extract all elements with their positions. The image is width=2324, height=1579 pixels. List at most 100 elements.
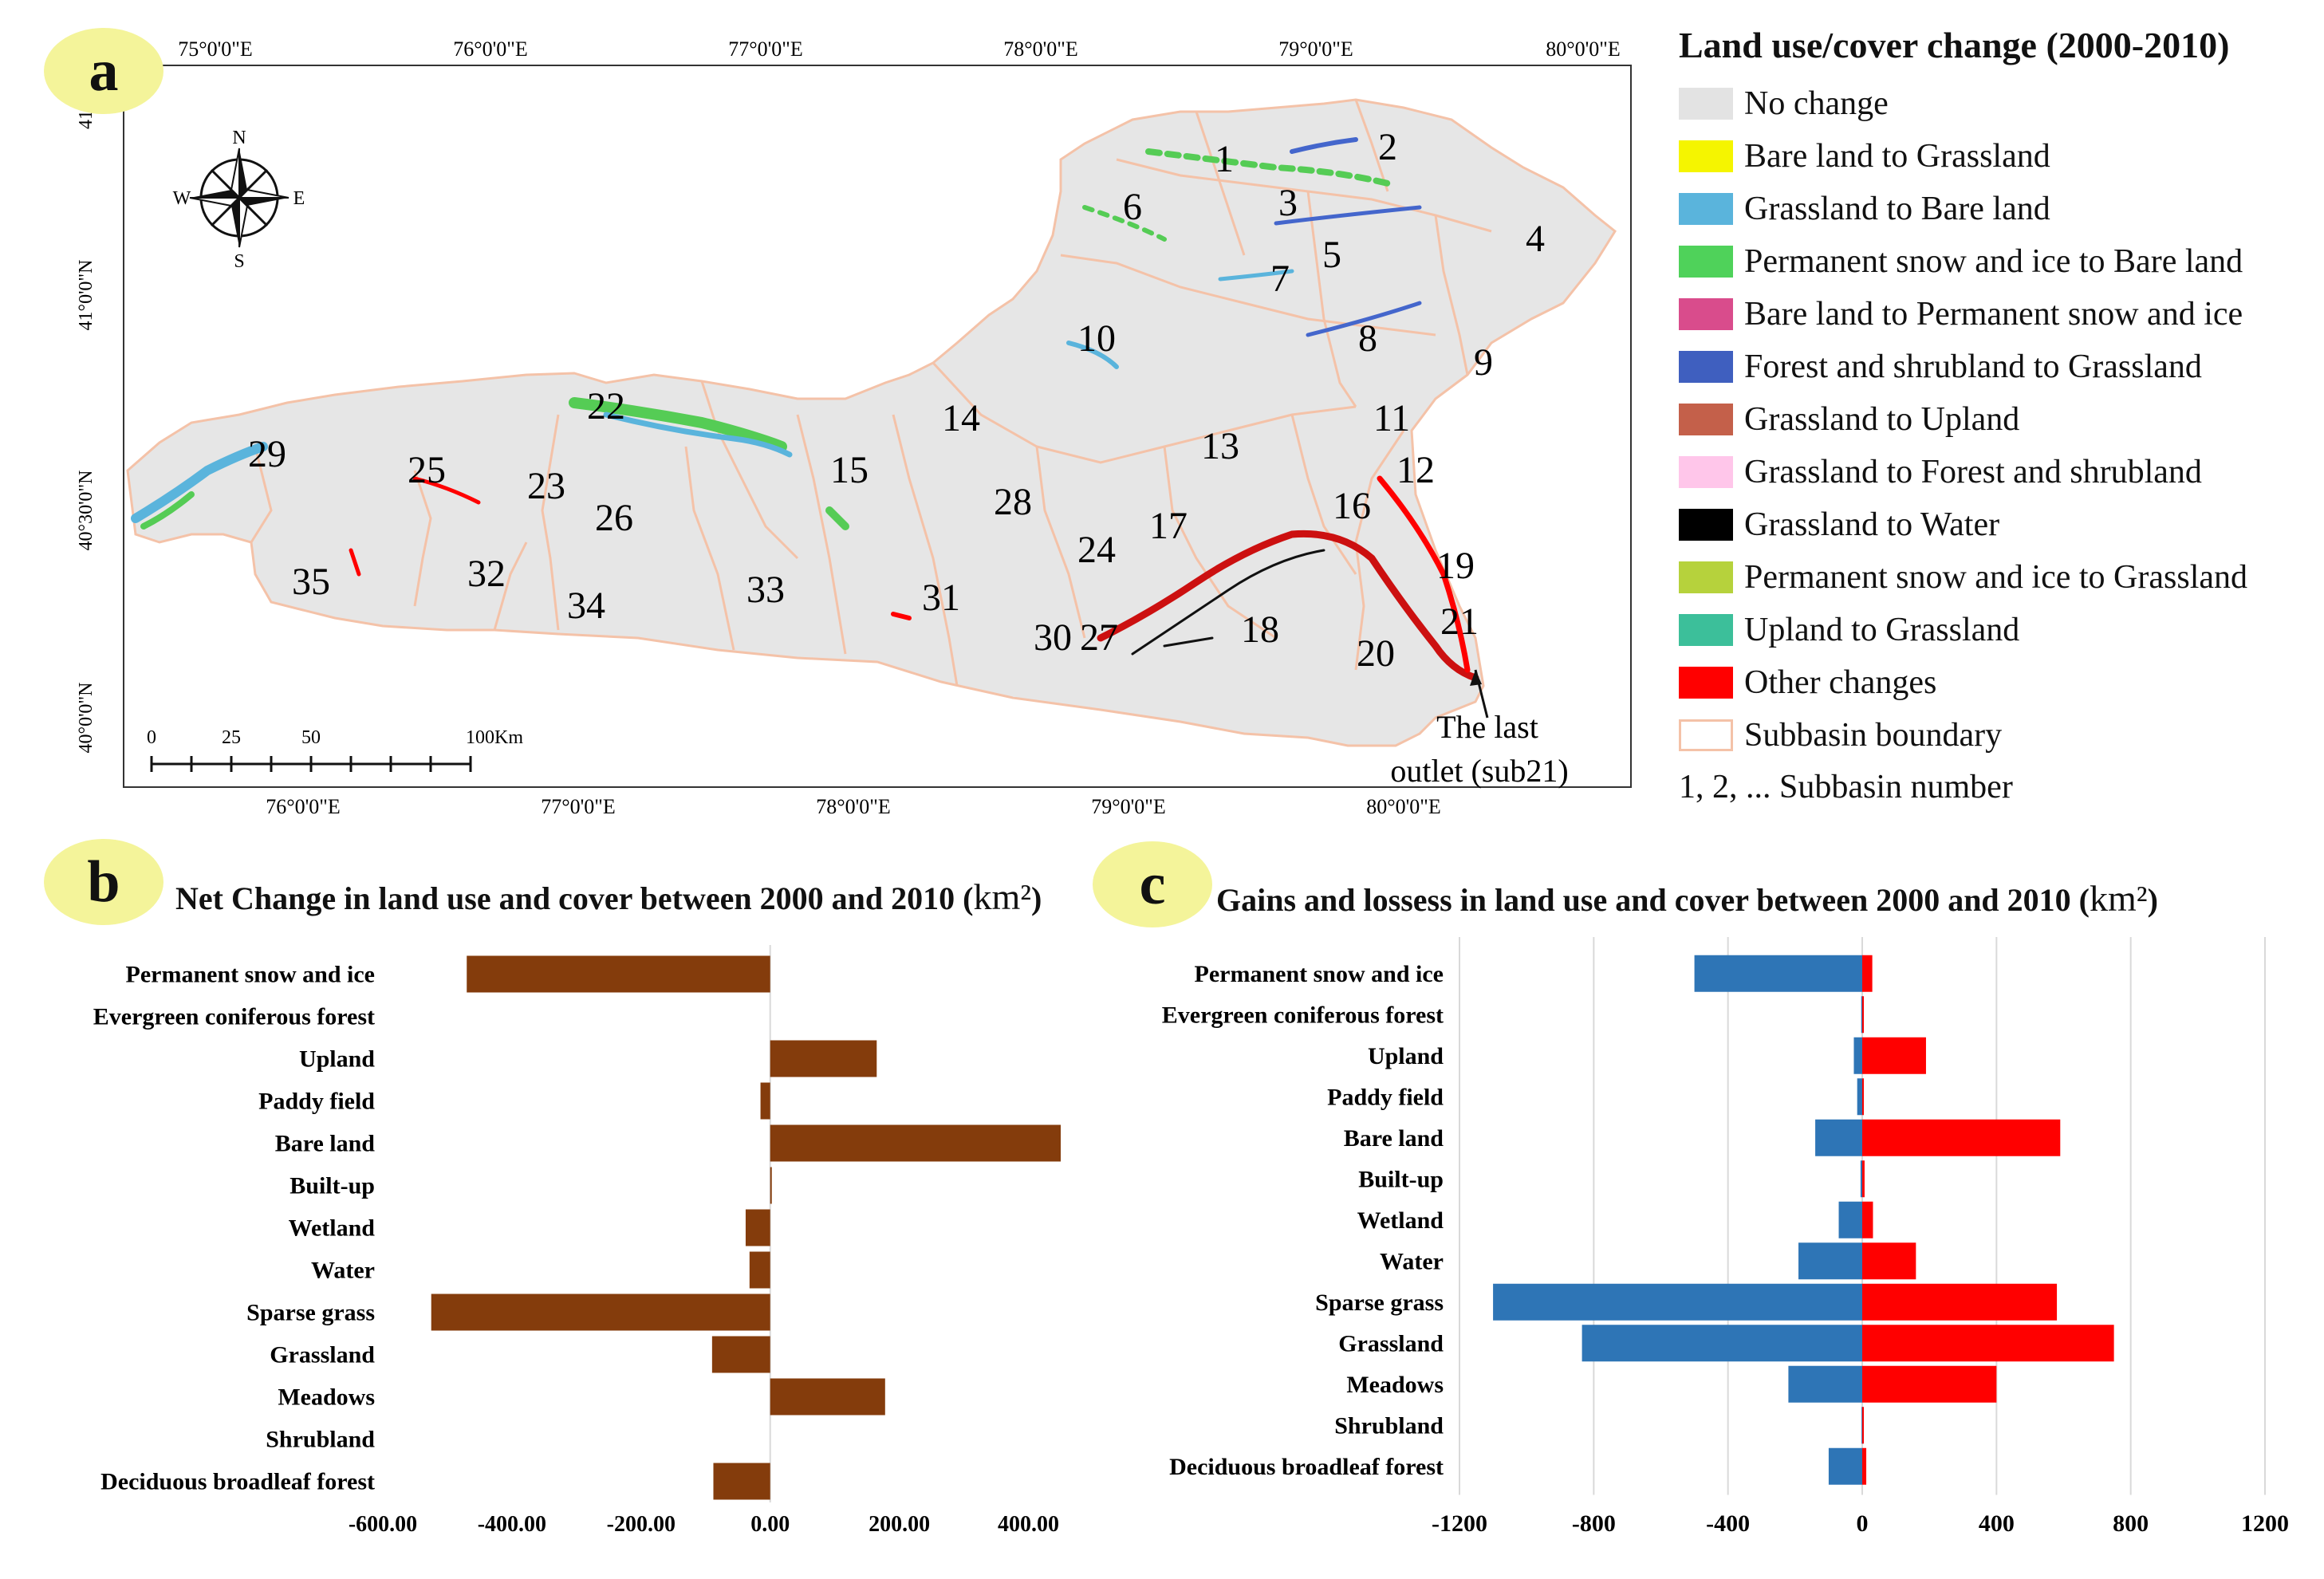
top-lon-label: 77°0'0"E: [728, 37, 803, 61]
legend-item: Grassland to Upland: [1679, 393, 2317, 446]
subbasin-number: 2: [1378, 126, 1397, 168]
loss-bar: [1788, 1365, 1862, 1403]
chart-b: Permanent snow and ice Evergreen conifero…: [93, 945, 1061, 1537]
scale-label-25: 25: [222, 727, 241, 748]
change-patches: [131, 137, 1479, 682]
map-panel: N S E W 0 25 50 100Km The last outlet (s…: [0, 0, 1665, 841]
legend-item: Bare land to Permanent snow and ice: [1679, 288, 2317, 341]
legend-title: Land use/cover change (2000-2010): [1679, 25, 2230, 65]
category-label: Shrubland: [1334, 1412, 1444, 1439]
subbasin-number: 30: [1034, 616, 1072, 659]
compass-w-label: W: [173, 188, 191, 209]
compass-s-label: S: [234, 251, 244, 272]
loss-bar: [1860, 1160, 1862, 1198]
loss-bar: [1815, 1119, 1862, 1156]
category-label: Shrubland: [266, 1427, 375, 1453]
scale-bar: [150, 756, 472, 772]
subbasin-number: 33: [746, 569, 785, 611]
subbasin-number: 8: [1358, 317, 1377, 360]
category-label: Built-up: [290, 1173, 375, 1199]
legend-item: Upland to Grassland: [1679, 604, 2317, 656]
legend-label: Bare land to Permanent snow and ice: [1744, 296, 2243, 333]
gain-bar: [1862, 1119, 2061, 1156]
bottom-lon-label: 78°0'0"E: [816, 795, 891, 818]
scale-label-0: 0: [147, 727, 156, 748]
x-tick-label: 400.00: [998, 1512, 1059, 1537]
top-lon-label: 76°0'0"E: [453, 37, 528, 61]
left-lat-label: 41°0'0"N: [76, 259, 97, 330]
category-label: Meadows: [1346, 1372, 1444, 1398]
subbasin-number: 20: [1357, 632, 1395, 675]
net-change-bar: [467, 955, 770, 993]
legend-swatch: [1679, 88, 1733, 120]
category-label: Sparse grass: [246, 1300, 375, 1326]
legend-label: Upland to Grassland: [1744, 612, 2020, 648]
legend-swatch: [1679, 351, 1733, 383]
loss-bar: [1853, 1037, 1862, 1074]
legend-item: Permanent snow and ice to Grassland: [1679, 551, 2317, 604]
category-label: Water: [1380, 1248, 1444, 1274]
gain-bar: [1862, 955, 1873, 992]
net-change-bar: [713, 1463, 770, 1500]
category-label: Water: [311, 1258, 375, 1284]
left-lat-label: 40°0'0"N: [76, 682, 97, 753]
category-label: Bare land: [275, 1131, 376, 1157]
subbasin-number: 9: [1474, 341, 1493, 384]
loss-bar: [1798, 1242, 1862, 1280]
loss-bar: [1582, 1325, 1862, 1362]
subbasin-number: 1: [1215, 138, 1234, 180]
chart-c-title-text: Gains and lossess in land use and cover …: [1216, 882, 2090, 918]
subbasin-number: 17: [1149, 505, 1188, 547]
net-change-bar: [770, 1124, 1061, 1162]
subbasin-number: 35: [292, 561, 330, 603]
subbasin-number: 14: [942, 397, 980, 439]
net-change-bar: [770, 1167, 772, 1204]
x-tick-label: -400: [1706, 1510, 1750, 1537]
net-change-bar: [711, 1336, 770, 1373]
x-tick-label: 1200: [2241, 1510, 2289, 1537]
loss-bar: [1838, 1201, 1862, 1238]
legend-item: Other changes: [1679, 656, 2317, 709]
scale-label-50: 50: [301, 727, 321, 748]
panel-c-badge: c: [1093, 841, 1212, 927]
legend-swatch: [1679, 140, 1733, 172]
legend-swatch: [1679, 456, 1733, 488]
x-tick-label: -800: [1572, 1510, 1616, 1537]
gain-bar: [1862, 1078, 1864, 1116]
basin-area: [126, 98, 1617, 747]
gain-bar: [1862, 1160, 1865, 1198]
top-lon-label: 79°0'0"E: [1278, 37, 1353, 61]
category-label: Permanent snow and ice: [126, 962, 375, 988]
legend-item: Grassland to Forest and shrubland: [1679, 446, 2317, 498]
compass-icon: [189, 148, 290, 248]
outlet-label-line2: outlet (sub21): [1390, 753, 1568, 789]
panel-a-badge: a: [44, 28, 163, 114]
gain-bar: [1862, 1447, 1867, 1485]
legend-footnote: 1, 2, ... Subbasin number: [1679, 769, 2013, 805]
gain-bar: [1862, 1201, 1873, 1238]
subbasin-number: 26: [595, 497, 633, 539]
subbasin-number: 21: [1440, 600, 1479, 643]
x-tick-label: 800: [2113, 1510, 2149, 1537]
bottom-lon-label: 77°0'0"E: [541, 795, 616, 818]
subbasin-number: 23: [527, 465, 565, 507]
subbasin-number: 27: [1080, 616, 1118, 659]
top-lon-label: 78°0'0"E: [1003, 37, 1078, 61]
legend-label: Other changes: [1744, 664, 1937, 701]
legend-swatch: [1679, 298, 1733, 330]
subbasin-number: 19: [1436, 545, 1475, 587]
chart-b-title-unit: km²: [973, 876, 1032, 917]
compass-e-label: E: [293, 188, 305, 209]
legend-swatch: [1679, 719, 1733, 751]
subbasin-number: 32: [467, 553, 506, 595]
x-tick-label: 0.00: [750, 1512, 790, 1537]
subbasin-number: 24: [1077, 529, 1116, 571]
legend-item: No change: [1679, 77, 2317, 130]
category-label: Grassland: [1338, 1330, 1444, 1357]
top-lon-label: 80°0'0"E: [1546, 37, 1621, 61]
x-tick-label: -1200: [1432, 1510, 1487, 1537]
subbasin-number: 28: [994, 481, 1032, 523]
subbasin-number: 18: [1241, 608, 1279, 651]
legend-item: Bare land to Grassland: [1679, 130, 2317, 183]
subbasin-number: 7: [1270, 258, 1290, 300]
